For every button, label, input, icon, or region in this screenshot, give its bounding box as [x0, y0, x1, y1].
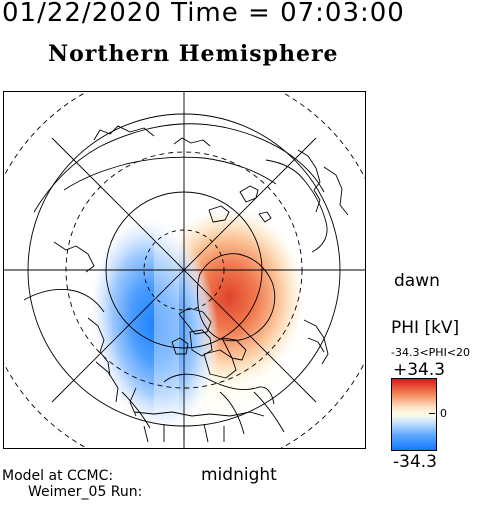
midnight-direction-label: midnight: [201, 465, 277, 485]
polar-map: [4, 92, 365, 448]
dusk-negative-cell: [88, 214, 220, 426]
meridian-grid: [4, 92, 365, 448]
colorbar-zero-tick: [429, 413, 435, 414]
colorbar-quantity-label: PHI [kV]: [391, 318, 460, 338]
potential-pattern: [88, 205, 309, 426]
run-info-line: Weimer_05 Run:: [28, 484, 143, 500]
colorbar-min-label: -34.3: [393, 452, 437, 472]
colorbar: [391, 378, 437, 451]
coastlines: [23, 123, 349, 443]
dawn-direction-label: dawn: [394, 271, 440, 291]
model-info-line: Model at CCMC:: [2, 468, 114, 484]
colorbar-zero-label: 0: [440, 407, 447, 420]
hemisphere-title: Northern Hemisphere: [48, 41, 339, 67]
colorbar-max-label: +34.3: [393, 360, 446, 380]
date-time-title: 01/22/2020 Time = 07:03:00: [2, 0, 405, 28]
polar-map-frame: [3, 91, 366, 449]
colorbar-range-text: -34.3<PHI<20: [391, 346, 471, 359]
